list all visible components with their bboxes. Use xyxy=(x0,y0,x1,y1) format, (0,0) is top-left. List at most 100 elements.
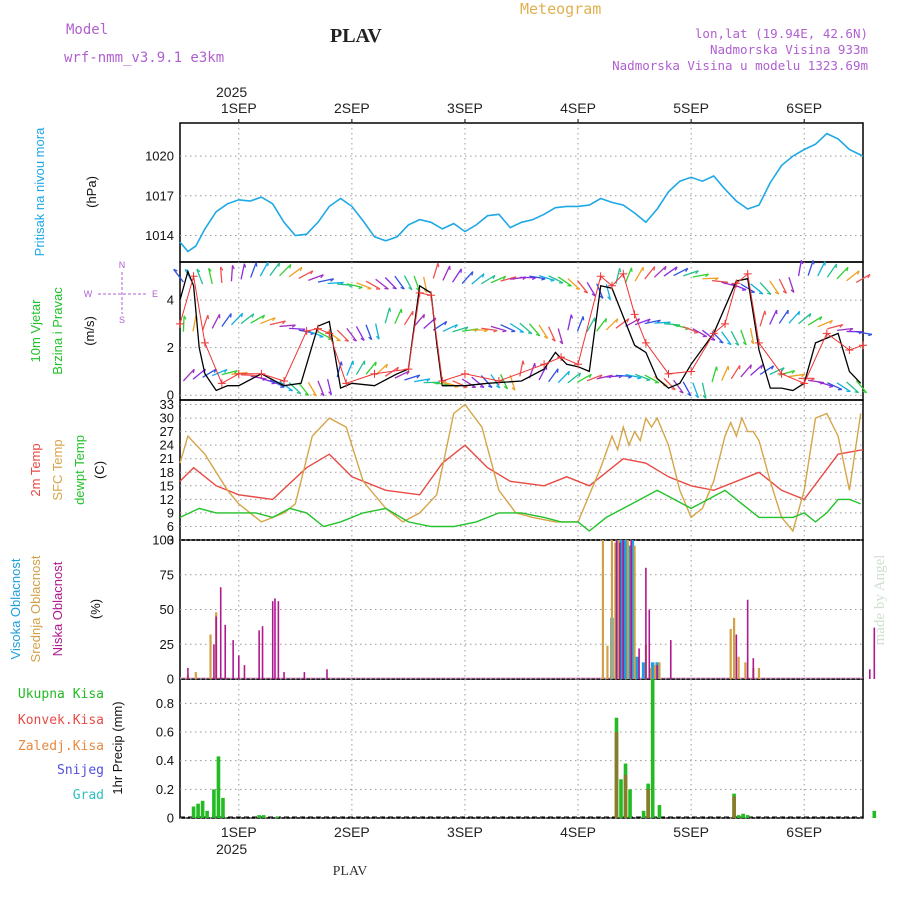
temp-tick: 21 xyxy=(160,451,174,466)
convective-precip-bar xyxy=(732,797,736,818)
total-precip-bar xyxy=(196,804,200,818)
wind-arrow-head xyxy=(424,314,425,318)
wind-arrow-head xyxy=(711,339,715,340)
temp-tick: 9 xyxy=(167,505,174,520)
year-label-bottom: 2025 xyxy=(216,841,247,857)
cloud-tick: 0 xyxy=(167,672,174,687)
total-precip-bar xyxy=(217,756,221,818)
wind-arrow-head xyxy=(829,386,833,387)
temp-tick: 18 xyxy=(160,465,174,480)
cloud-label-3: Niska Oblacnost xyxy=(50,561,65,656)
mid-cloud-bar xyxy=(627,540,629,679)
wind-arrow-head xyxy=(208,315,209,319)
pressure-unit: (hPa) xyxy=(84,176,99,208)
compass-w: W xyxy=(84,289,93,299)
wind-arrow-head xyxy=(367,289,371,290)
wind-label-1: 10m Vjetar xyxy=(28,299,43,363)
elevation-label: Nadmorska Visina 933m xyxy=(710,42,868,57)
low-cloud-bar xyxy=(630,540,632,679)
mid-cloud-bar xyxy=(758,668,760,679)
precip-tick: 0.8 xyxy=(156,696,174,711)
total-precip-bar xyxy=(873,811,877,818)
mid-cloud-bar xyxy=(654,665,656,679)
day-label-top: 1SEP xyxy=(221,100,257,116)
total-precip-bar xyxy=(201,801,205,818)
temp-tick: 12 xyxy=(160,492,174,507)
cloud-tick: 75 xyxy=(160,567,174,582)
footer-station: PLAV xyxy=(333,864,368,879)
day-label-top: 2SEP xyxy=(334,100,370,116)
wind-arrow-head xyxy=(337,340,341,341)
day-label-bottom: 6SEP xyxy=(786,824,822,840)
low-cloud-bar xyxy=(244,665,246,679)
wind-label-2: Brzina i Pravac xyxy=(50,287,65,375)
wind-arrow-head xyxy=(454,386,458,387)
total-precip-bar xyxy=(642,811,646,818)
wind-arrow-head xyxy=(750,365,751,369)
precip-label-5: Grad xyxy=(73,788,104,803)
low-cloud-bar xyxy=(753,658,755,679)
low-cloud-bar xyxy=(670,640,672,679)
mid-cloud-bar xyxy=(738,657,740,679)
low-cloud-bar xyxy=(638,648,640,679)
mid-cloud-bar xyxy=(209,635,211,679)
mid-cloud-bar xyxy=(575,679,577,680)
mid-cloud-bar xyxy=(633,546,635,679)
wind-arrow-head xyxy=(193,369,194,373)
convective-precip-bar xyxy=(615,732,619,818)
low-cloud-bar xyxy=(869,669,871,679)
wind-arrow-head xyxy=(583,316,584,320)
precip-label-2: Konvek.Kisa xyxy=(18,713,104,728)
pressure-tick: 1014 xyxy=(145,228,174,243)
wind-arrow-head xyxy=(694,333,698,334)
model-label: Model xyxy=(66,22,108,38)
wind-arrow-head xyxy=(528,333,532,334)
wind-arrow-head xyxy=(759,293,763,294)
temp-label-1: 2m Temp xyxy=(28,443,43,496)
wind-arrow-head xyxy=(319,337,323,338)
pressure-label: Pritisak na nivou mora xyxy=(32,127,47,256)
precip-tick: 0 xyxy=(167,811,174,826)
mid-cloud-bar xyxy=(658,662,660,679)
wind-arrow-head xyxy=(646,380,650,381)
total-precip-bar xyxy=(212,789,216,818)
wind-arrow xyxy=(289,328,305,329)
precip-tick: 0.6 xyxy=(156,725,174,740)
low-cloud-bar xyxy=(278,601,280,679)
temp-tick: 15 xyxy=(160,478,174,493)
day-label-bottom: 2SEP xyxy=(334,824,370,840)
mid-cloud-bar xyxy=(611,540,613,679)
day-label-top: 4SEP xyxy=(560,100,596,116)
cloud-label-2: Srednja Oblacnost xyxy=(28,555,43,662)
meteogram-label: Meteogram xyxy=(520,0,601,18)
wind-arrow-head xyxy=(765,311,766,315)
total-precip-bar xyxy=(737,815,741,818)
lonlat-label: lon,lat (19.94E, 42.6N) xyxy=(695,26,868,41)
low-cloud-bar xyxy=(645,568,647,679)
convective-precip-bar xyxy=(624,775,628,818)
wind-arrow-head xyxy=(375,362,376,366)
temp-label-2: SFC Temp xyxy=(50,439,65,500)
total-precip-bar xyxy=(741,814,745,818)
low-cloud-bar xyxy=(213,644,215,679)
precip-label-4: Snijeg xyxy=(57,763,104,778)
wind-arrow-head xyxy=(390,308,391,312)
cloud-unit: (%) xyxy=(88,599,103,619)
low-cloud-bar xyxy=(656,665,658,679)
wind-arrow-head xyxy=(550,280,554,281)
low-cloud-bar xyxy=(258,630,260,679)
wind-arrow-head xyxy=(256,263,257,267)
mid-cloud-bar xyxy=(733,618,735,679)
wind-arrow-head xyxy=(279,263,280,267)
total-precip-bar xyxy=(192,807,196,818)
day-label-bottom: 4SEP xyxy=(560,824,596,840)
cloud-label-1: Visoka Oblacnost xyxy=(8,558,23,659)
model-elevation-label: Nadmorska Visina u modelu 1323.69m xyxy=(612,58,868,73)
precip-label-3: Zaledj.Kisa xyxy=(18,739,104,754)
wind-arrow-head xyxy=(576,288,580,289)
pressure-tick: 1017 xyxy=(145,188,174,203)
cloud-tick: 100 xyxy=(152,533,174,548)
wind-arrow-head xyxy=(855,392,859,393)
